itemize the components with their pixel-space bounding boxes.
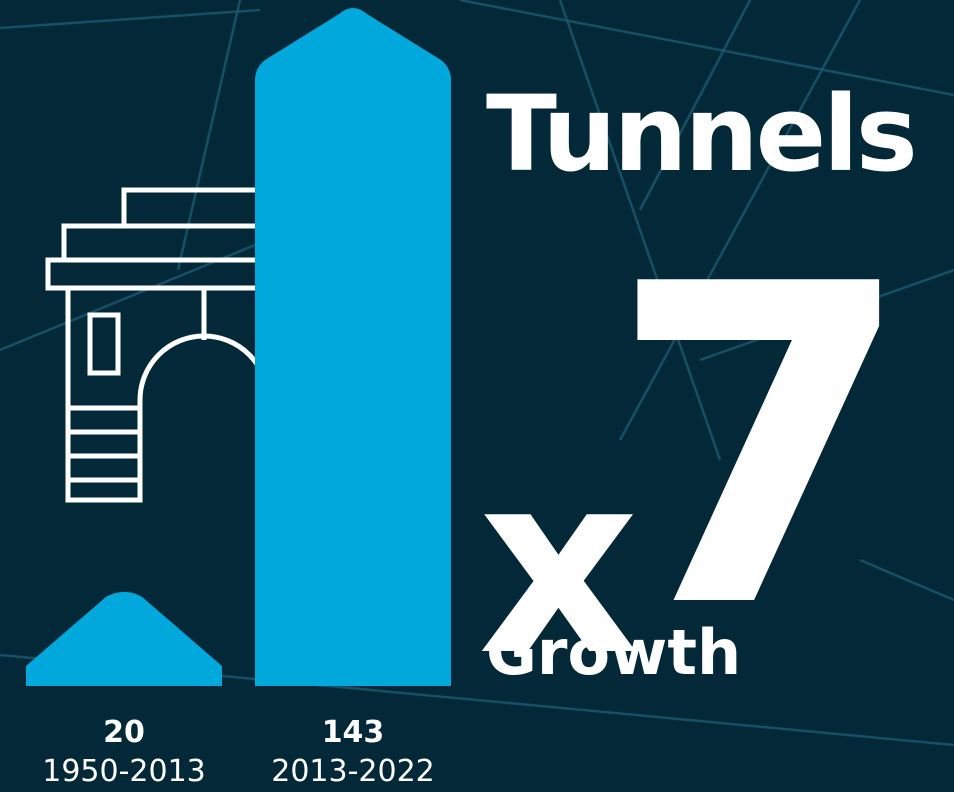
multiplier-x: x — [478, 419, 640, 710]
bar-1950-2013 — [26, 591, 222, 686]
value-label-2013-2022: 143 — [321, 715, 385, 750]
multiplier-value: 7 — [608, 192, 914, 704]
value-label-1950-2013: 20 — [103, 715, 145, 750]
category-label-1950-2013: 1950-2013 — [42, 754, 206, 789]
headline-subtitle: Growth — [486, 616, 742, 689]
tunnel-arch-icon — [45, 187, 271, 503]
headline-title: Tunnels — [486, 73, 918, 195]
category-label-2013-2022: 2013-2022 — [271, 754, 435, 789]
bar-2013-2022 — [255, 8, 451, 686]
bar-series — [26, 8, 451, 686]
